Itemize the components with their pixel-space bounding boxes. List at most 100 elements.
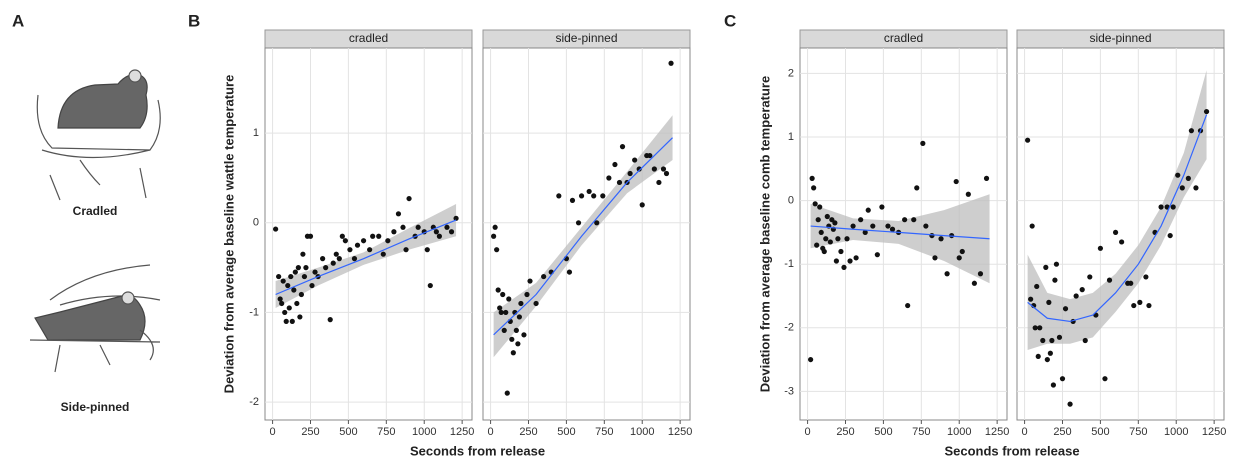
data-point (556, 193, 562, 199)
data-point (923, 223, 929, 229)
data-point (1049, 337, 1055, 344)
data-point (1029, 223, 1035, 229)
strip-label: side-pinned (1089, 31, 1151, 45)
data-point (501, 327, 507, 333)
data-point (1050, 382, 1056, 388)
data-point (518, 300, 524, 307)
side-pinned-illustration (29, 264, 161, 373)
data-point (1143, 274, 1149, 280)
facet: side-pinned 0 250 500 750 1000 1250 (1016, 29, 1226, 438)
data-point (1112, 229, 1119, 236)
data-point (521, 332, 527, 338)
x-tick-label: 1250 (450, 426, 474, 438)
data-point (415, 224, 421, 230)
data-point (509, 336, 515, 342)
data-point (660, 166, 667, 172)
data-point (932, 255, 938, 261)
data-point (600, 193, 606, 199)
x-tick-label: 0 (270, 426, 276, 438)
data-point (360, 238, 367, 244)
x-axis-title: Seconds from release (944, 443, 1079, 458)
data-point (632, 157, 638, 163)
data-point (504, 390, 510, 396)
data-point (905, 302, 911, 309)
data-point (1082, 337, 1088, 344)
data-point (503, 309, 509, 316)
data-point (647, 152, 653, 159)
data-point (391, 229, 397, 235)
data-point (1044, 356, 1050, 363)
data-point (959, 248, 965, 255)
x-tick-label: 0 (1022, 426, 1028, 438)
data-point (330, 260, 336, 266)
data-point (282, 309, 288, 316)
data-point (403, 247, 409, 253)
data-point (656, 179, 662, 186)
x-tick-label: 1000 (412, 426, 436, 438)
data-point (1131, 302, 1137, 309)
data-point (295, 265, 301, 271)
data-point (1158, 204, 1164, 210)
data-point (920, 140, 926, 146)
data-point (1037, 325, 1043, 331)
data-point (1137, 299, 1143, 305)
data-point (380, 251, 386, 257)
data-point (1034, 283, 1040, 290)
data-point (333, 251, 339, 257)
plot-area (1016, 47, 1225, 421)
data-point (506, 296, 512, 302)
x-tick-label: 250 (1053, 426, 1071, 438)
data-point (668, 60, 674, 66)
data-point (300, 251, 306, 257)
data-point (619, 144, 626, 150)
cradled-illustration (36, 69, 161, 201)
data-point (491, 233, 497, 239)
data-point (510, 350, 516, 356)
data-point (833, 258, 839, 264)
data-point (400, 224, 406, 230)
strip-label: side-pinned (555, 31, 617, 45)
x-tick-label: 1250 (668, 426, 692, 438)
data-point (500, 291, 506, 298)
x-tick-label: 250 (301, 426, 319, 438)
data-point (495, 287, 501, 293)
fit-line (1027, 114, 1208, 323)
y-tick-label: -1 (249, 306, 259, 318)
data-point (578, 193, 585, 199)
data-point (533, 300, 539, 307)
data-point (1185, 175, 1191, 181)
data-point (288, 273, 294, 280)
data-point (289, 318, 295, 324)
data-point (1047, 350, 1053, 356)
data-point (1119, 239, 1125, 245)
facet: cradled 0 250 500 750 1000 1250 (264, 29, 474, 438)
data-point (983, 175, 990, 181)
strip-label: cradled (884, 31, 923, 45)
data-point (444, 224, 450, 230)
data-point (433, 229, 439, 235)
data-point (513, 327, 519, 333)
y-tick-label: -2 (784, 322, 794, 334)
x-tick-label: 1000 (630, 426, 654, 438)
data-point (276, 273, 282, 280)
caption: Side-pinned (61, 400, 130, 414)
data-point (636, 166, 642, 172)
data-point (370, 233, 376, 239)
data-point (889, 226, 896, 232)
data-point (395, 211, 402, 217)
data-point (494, 247, 500, 253)
data-point (1079, 287, 1085, 293)
data-point (453, 215, 459, 221)
data-point (1052, 277, 1058, 283)
x-tick-label: 0 (805, 426, 811, 438)
data-point (1046, 299, 1052, 305)
data-point (862, 229, 868, 236)
caption: Cradled (73, 204, 118, 218)
data-point (663, 170, 670, 177)
data-point (606, 175, 612, 181)
data-point (1146, 302, 1152, 309)
panel-letter: B (188, 11, 200, 30)
y-tick-label: -3 (784, 385, 794, 397)
data-point (944, 271, 950, 277)
